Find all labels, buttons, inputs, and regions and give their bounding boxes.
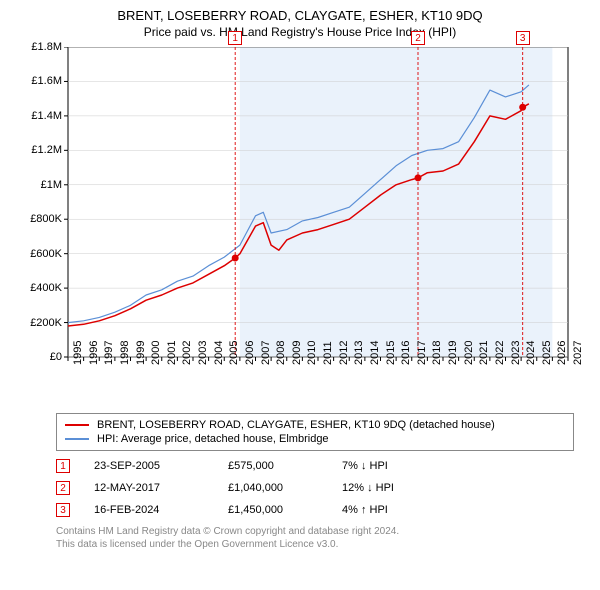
y-tick-label: £1.4M [20, 110, 62, 122]
legend-item: BRENT, LOSEBERRY ROAD, CLAYGATE, ESHER, … [65, 418, 565, 432]
event-row-delta: 4% ↑ HPI [342, 504, 432, 516]
x-tick-label: 2014 [369, 341, 381, 365]
x-tick-label: 2010 [306, 341, 318, 365]
footer-line-2: This data is licensed under the Open Gov… [56, 538, 574, 551]
x-tick-label: 2016 [400, 341, 412, 365]
x-tick-label: 2008 [275, 341, 287, 365]
x-tick-label: 2019 [447, 341, 459, 365]
event-marker-2: 2 [411, 31, 425, 45]
legend-swatch [65, 424, 89, 426]
y-tick-label: £1M [20, 179, 62, 191]
x-tick-label: 2022 [494, 341, 506, 365]
chart-container: BRENT, LOSEBERRY ROAD, CLAYGATE, ESHER, … [0, 0, 600, 555]
event-row-marker: 3 [56, 503, 70, 517]
footer-attribution: Contains HM Land Registry data © Crown c… [56, 525, 574, 551]
legend-label: HPI: Average price, detached house, Elmb… [97, 433, 329, 445]
x-tick-label: 2013 [353, 341, 365, 365]
legend-label: BRENT, LOSEBERRY ROAD, CLAYGATE, ESHER, … [97, 419, 495, 431]
event-row-delta: 7% ↓ HPI [342, 460, 432, 472]
x-tick-label: 2001 [166, 341, 178, 365]
x-tick-label: 2027 [572, 341, 584, 365]
events-table: 1 23-SEP-2005 £575,000 7% ↓ HPI 2 12-MAY-2017… [56, 455, 574, 521]
y-tick-label: £0 [20, 351, 62, 363]
event-row: 2 12-MAY-2017 £1,040,000 12% ↓ HPI [56, 477, 574, 499]
x-tick-label: 2009 [291, 341, 303, 365]
x-tick-label: 1995 [72, 341, 84, 365]
x-tick-label: 2004 [213, 341, 225, 365]
x-tick-label: 2024 [525, 341, 537, 365]
x-tick-label: 1997 [103, 341, 115, 365]
y-tick-label: £400K [20, 282, 62, 294]
legend-swatch [65, 438, 89, 440]
y-tick-label: £1.2M [20, 144, 62, 156]
x-tick-label: 2007 [260, 341, 272, 365]
event-row-price: £1,040,000 [228, 482, 318, 494]
x-tick-label: 2025 [541, 341, 553, 365]
event-row-date: 16-FEB-2024 [94, 504, 204, 516]
x-tick-label: 2000 [150, 341, 162, 365]
event-row-delta: 12% ↓ HPI [342, 482, 432, 494]
x-tick-label: 1996 [88, 341, 100, 365]
x-tick-label: 2006 [244, 341, 256, 365]
x-tick-label: 2018 [431, 341, 443, 365]
plot-area: £0 £200K £400K £600K £800K £1M £1.2M £1.4M £1.6M… [20, 47, 580, 407]
event-row-marker: 2 [56, 481, 70, 495]
legend: BRENT, LOSEBERRY ROAD, CLAYGATE, ESHER, … [56, 413, 574, 451]
x-tick-label: 1998 [119, 341, 131, 365]
event-row-marker: 1 [56, 459, 70, 473]
y-tick-label: £200K [20, 317, 62, 329]
x-tick-label: 1999 [135, 341, 147, 365]
event-row-price: £1,450,000 [228, 504, 318, 516]
event-row: 1 23-SEP-2005 £575,000 7% ↓ HPI [56, 455, 574, 477]
chart-subtitle: Price paid vs. HM Land Registry's House … [8, 25, 592, 39]
event-marker-3: 3 [516, 31, 530, 45]
chart-title: BRENT, LOSEBERRY ROAD, CLAYGATE, ESHER, … [8, 8, 592, 23]
x-tick-label: 2002 [181, 341, 193, 365]
event-row-date: 23-SEP-2005 [94, 460, 204, 472]
x-tick-label: 2012 [338, 341, 350, 365]
footer-line-1: Contains HM Land Registry data © Crown c… [56, 525, 574, 538]
x-tick-label: 2020 [463, 341, 475, 365]
x-tick-label: 2011 [322, 341, 334, 365]
x-tick-label: 2017 [416, 341, 428, 365]
y-tick-label: £1.8M [20, 41, 62, 53]
event-row: 3 16-FEB-2024 £1,450,000 4% ↑ HPI [56, 499, 574, 521]
y-tick-label: £600K [20, 248, 62, 260]
x-tick-label: 2003 [197, 341, 209, 365]
x-tick-label: 2023 [510, 341, 522, 365]
event-row-price: £575,000 [228, 460, 318, 472]
event-row-date: 12-MAY-2017 [94, 482, 204, 494]
x-tick-label: 2021 [478, 341, 490, 365]
event-marker-1: 1 [228, 31, 242, 45]
legend-item: HPI: Average price, detached house, Elmb… [65, 432, 565, 446]
x-tick-label: 2015 [385, 341, 397, 365]
x-tick-label: 2026 [556, 341, 568, 365]
x-tick-label: 2005 [228, 341, 240, 365]
y-tick-label: £1.6M [20, 75, 62, 87]
y-tick-label: £800K [20, 213, 62, 225]
